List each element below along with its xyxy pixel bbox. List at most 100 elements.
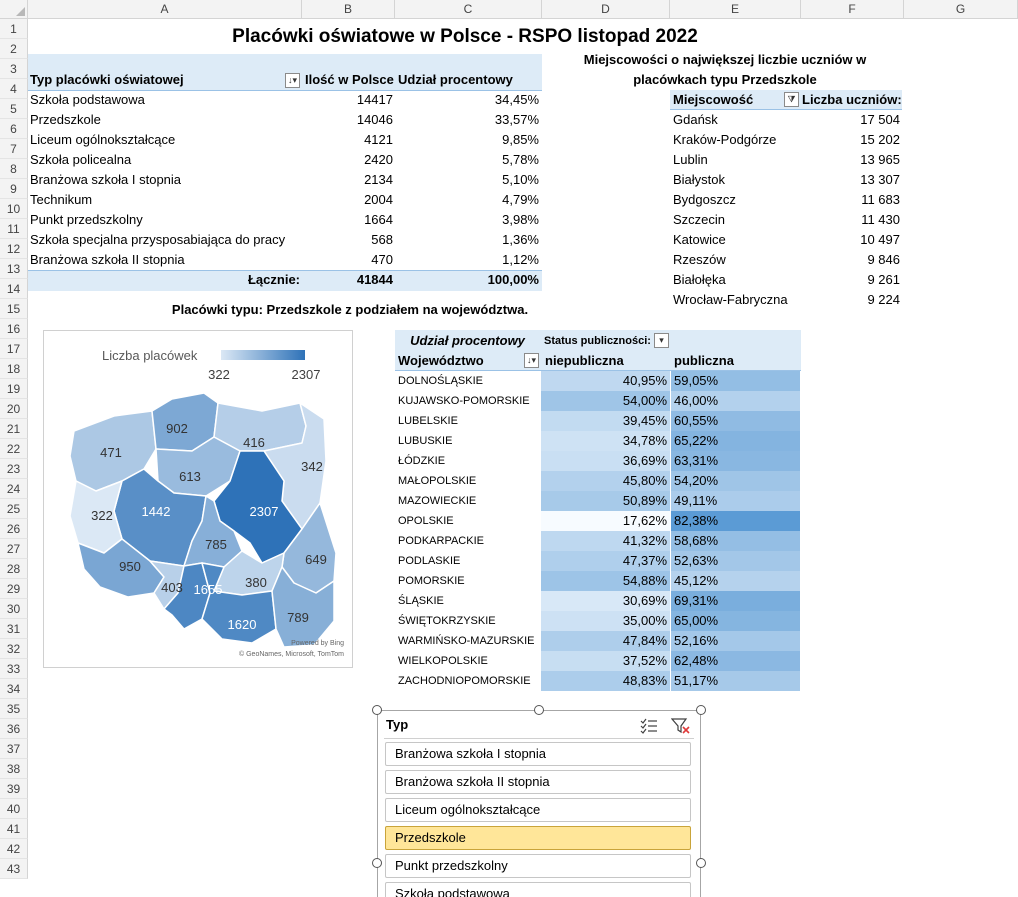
type-count: 568 bbox=[371, 232, 393, 247]
pivot-region[interactable]: POMORSKIE bbox=[398, 575, 465, 587]
slicer-item[interactable]: Branżowa szkoła I stopnia bbox=[385, 742, 691, 766]
types-table-header-pct[interactable]: Udział procentowy bbox=[398, 72, 513, 87]
row-header-13[interactable]: 13 bbox=[0, 259, 28, 279]
clear-filter-icon[interactable] bbox=[671, 717, 691, 735]
pivot-region[interactable]: PODKARPACKIE bbox=[398, 535, 484, 547]
column-header-c[interactable]: C bbox=[395, 0, 542, 19]
select-all-corner[interactable] bbox=[0, 0, 28, 19]
slicer-item[interactable]: Branżowa szkoła II stopnia bbox=[385, 770, 691, 794]
row-header-14[interactable]: 14 bbox=[0, 279, 28, 299]
slicer-resize-handle-tl[interactable] bbox=[372, 705, 382, 715]
row-header-4[interactable]: 4 bbox=[0, 79, 28, 99]
pivot-region[interactable]: OPOLSKIE bbox=[398, 515, 454, 527]
row-header-39[interactable]: 39 bbox=[0, 779, 28, 799]
row-header-30[interactable]: 30 bbox=[0, 599, 28, 619]
pivot-region[interactable]: ŁÓDZKIE bbox=[398, 455, 446, 467]
row-header-34[interactable]: 34 bbox=[0, 679, 28, 699]
row-header-38[interactable]: 38 bbox=[0, 759, 28, 779]
row-header-25[interactable]: 25 bbox=[0, 499, 28, 519]
row-header-27[interactable]: 27 bbox=[0, 539, 28, 559]
row-header-23[interactable]: 23 bbox=[0, 459, 28, 479]
pivot-region[interactable]: ŚWIĘTOKRZYSKIE bbox=[398, 615, 496, 627]
row-header-16[interactable]: 16 bbox=[0, 319, 28, 339]
cities-header-students[interactable]: Liczba uczniów: bbox=[802, 92, 902, 107]
column-header-d[interactable]: D bbox=[542, 0, 670, 19]
row-header-2[interactable]: 2 bbox=[0, 39, 28, 59]
slicer-resize-handle-mr[interactable] bbox=[696, 858, 706, 868]
pivot-region[interactable]: MAŁOPOLSKIE bbox=[398, 475, 477, 487]
pivot-region[interactable]: ŚLĄSKIE bbox=[398, 595, 444, 607]
types-table-header-count[interactable]: Ilość w Polsce bbox=[305, 72, 394, 87]
column-header-f[interactable]: F bbox=[801, 0, 904, 19]
pivot-publiczna-value: 60,55% bbox=[671, 411, 800, 431]
row-header-29[interactable]: 29 bbox=[0, 579, 28, 599]
slicer-item[interactable]: Szkoła podstawowa bbox=[385, 882, 691, 897]
pivot-region[interactable]: MAZOWIECKIE bbox=[398, 495, 477, 507]
slicer-resize-handle-ml[interactable] bbox=[372, 858, 382, 868]
slicer-item[interactable]: Liceum ogólnokształcące bbox=[385, 798, 691, 822]
type-slicer[interactable]: Typ Branżowa szkoła I stopnia Branżowa sz… bbox=[377, 710, 701, 897]
pivot-region[interactable]: ZACHODNIOPOMORSKIE bbox=[398, 675, 531, 687]
pivot-filter-label[interactable]: Status publiczności: bbox=[544, 335, 651, 347]
row-header-42[interactable]: 42 bbox=[0, 839, 28, 859]
row-header-19[interactable]: 19 bbox=[0, 379, 28, 399]
multi-select-icon[interactable] bbox=[640, 718, 658, 734]
pivot-row-sort-icon[interactable]: ↓▾ bbox=[524, 353, 539, 368]
row-header-21[interactable]: 21 bbox=[0, 419, 28, 439]
pivot-region[interactable]: DOLNOŚLĄSKIE bbox=[398, 375, 483, 387]
filter-sort-icon[interactable]: ⧩ bbox=[784, 92, 799, 107]
pivot-region[interactable]: WARMIŃSKO-MAZURSKIE bbox=[398, 635, 535, 647]
pivot-region[interactable]: PODLASKIE bbox=[398, 555, 461, 567]
row-header-43[interactable]: 43 bbox=[0, 859, 28, 879]
slicer-item[interactable]: Przedszkole bbox=[385, 826, 691, 850]
row-header-15[interactable]: 15 bbox=[0, 299, 28, 319]
row-header-36[interactable]: 36 bbox=[0, 719, 28, 739]
row-header-1[interactable]: 1 bbox=[0, 19, 28, 39]
column-header-b[interactable]: B bbox=[302, 0, 395, 19]
column-header-a[interactable]: A bbox=[28, 0, 302, 19]
types-table-header-type[interactable]: Typ placówki oświatowej bbox=[30, 72, 184, 87]
row-header-33[interactable]: 33 bbox=[0, 659, 28, 679]
row-header-26[interactable]: 26 bbox=[0, 519, 28, 539]
row-header-8[interactable]: 8 bbox=[0, 159, 28, 179]
row-header-6[interactable]: 6 bbox=[0, 119, 28, 139]
row-header-5[interactable]: 5 bbox=[0, 99, 28, 119]
row-header-24[interactable]: 24 bbox=[0, 479, 28, 499]
row-header-31[interactable]: 31 bbox=[0, 619, 28, 639]
sort-desc-icon[interactable]: ↓▾ bbox=[285, 73, 300, 88]
slicer-resize-handle-tr[interactable] bbox=[696, 705, 706, 715]
row-header-40[interactable]: 40 bbox=[0, 799, 28, 819]
row-header-18[interactable]: 18 bbox=[0, 359, 28, 379]
type-pct: 3,98% bbox=[502, 212, 539, 227]
row-header-37[interactable]: 37 bbox=[0, 739, 28, 759]
pivot-row-header[interactable]: Województwo bbox=[398, 353, 484, 368]
row-header-32[interactable]: 32 bbox=[0, 639, 28, 659]
row-header-10[interactable]: 10 bbox=[0, 199, 28, 219]
column-header-g[interactable]: G bbox=[904, 0, 1018, 19]
pivot-region[interactable]: LUBELSKIE bbox=[398, 415, 458, 427]
pivot-region[interactable]: KUJAWSKO-POMORSKIE bbox=[398, 395, 530, 407]
row-header-35[interactable]: 35 bbox=[0, 699, 28, 719]
region-podkarpackie[interactable] bbox=[271, 566, 335, 648]
filled-map-chart[interactable]: Liczba placówek 322 2307 471 902 416 3 bbox=[43, 330, 353, 668]
row-header-22[interactable]: 22 bbox=[0, 439, 28, 459]
row-header-7[interactable]: 7 bbox=[0, 139, 28, 159]
row-header-20[interactable]: 20 bbox=[0, 399, 28, 419]
slicer-resize-handle-tm[interactable] bbox=[534, 705, 544, 715]
row-header-3[interactable]: 3 bbox=[0, 59, 28, 79]
row-header-11[interactable]: 11 bbox=[0, 219, 28, 239]
row-header-41[interactable]: 41 bbox=[0, 819, 28, 839]
pivot-niepubliczna-value: 47,37% bbox=[541, 551, 670, 571]
filter-dropdown-icon[interactable]: ▾ bbox=[654, 333, 669, 348]
pivot-region[interactable]: LUBUSKIE bbox=[398, 435, 453, 447]
cities-header-city[interactable]: Miejscowość bbox=[673, 92, 754, 107]
slicer-item[interactable]: Punkt przedszkolny bbox=[385, 854, 691, 878]
row-header-17[interactable]: 17 bbox=[0, 339, 28, 359]
city-name: Białołęka bbox=[673, 272, 726, 287]
column-header-e[interactable]: E bbox=[670, 0, 801, 19]
row-header-28[interactable]: 28 bbox=[0, 559, 28, 579]
row-header-12[interactable]: 12 bbox=[0, 239, 28, 259]
pivot-region[interactable]: WIELKOPOLSKIE bbox=[398, 655, 488, 667]
row-header-9[interactable]: 9 bbox=[0, 179, 28, 199]
type-count: 2420 bbox=[364, 152, 393, 167]
